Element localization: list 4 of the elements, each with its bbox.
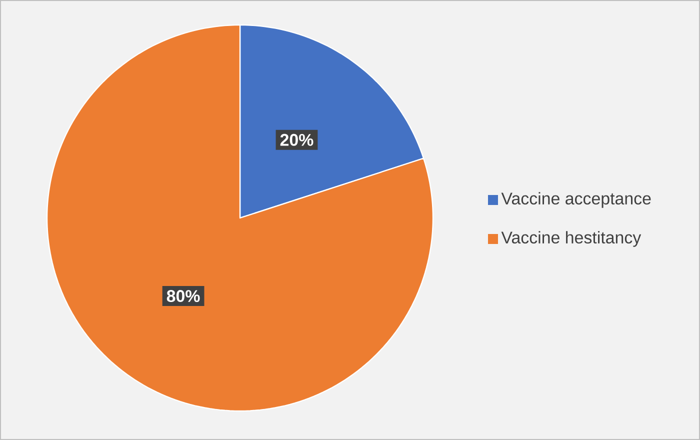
data-label: 80% xyxy=(166,290,200,302)
legend-label: Vaccine hestitancy xyxy=(501,231,642,247)
data-label: 20% xyxy=(280,134,314,146)
legend-label: Vaccine acceptance xyxy=(501,192,651,208)
